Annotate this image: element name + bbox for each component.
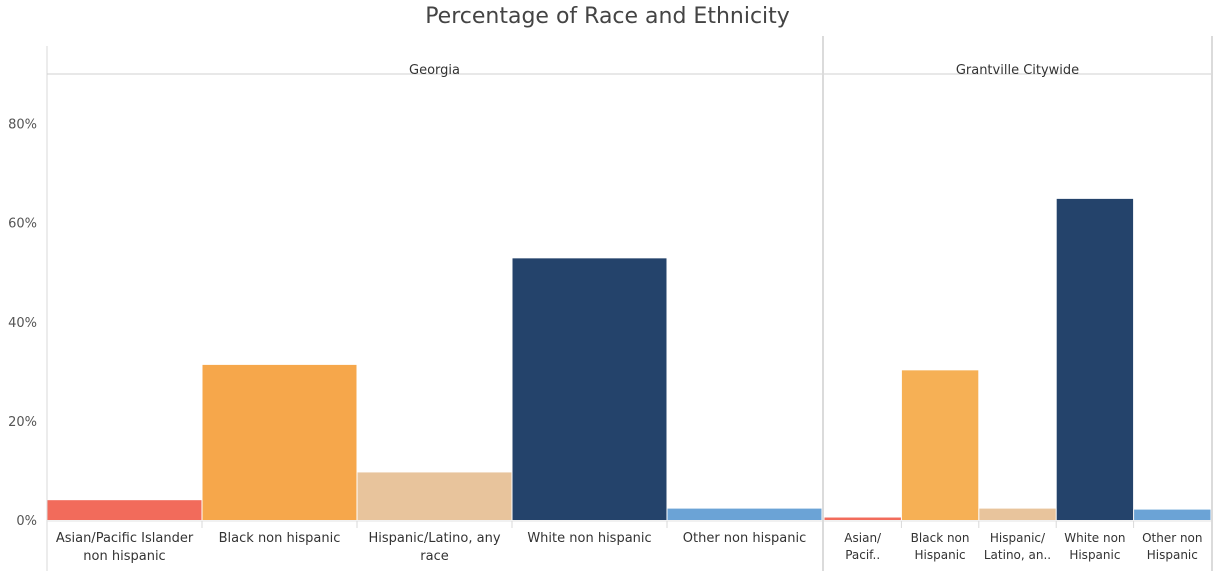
y-tick-label: 0% [16,514,37,529]
x-category-label: Hispanic [1147,548,1198,562]
panel-label: Georgia [409,63,460,78]
bar[interactable] [202,364,357,520]
panel-label: Grantville Citywide [956,63,1079,78]
x-category-label: Other non hispanic [683,531,806,546]
panel-1: Grantville Citywide Asian/Pacif.. Black no… [824,36,1213,571]
y-tick-label: 60% [8,217,37,232]
bar[interactable] [512,258,667,520]
panel-layer: Georgia Asian/Pacific Islander non hispani… [47,36,1213,571]
x-category-label: Pacif.. [845,548,880,562]
bar[interactable] [47,500,202,520]
x-category-label: White non hispanic [527,531,651,546]
y-tick-label: 40% [8,316,37,331]
chart-title: Percentage of Race and Ethnicity [425,4,790,29]
x-category-label: White non [1064,531,1125,545]
x-category-label: race [420,549,448,564]
x-category-label: Hispanic [1069,548,1120,562]
bar[interactable] [824,517,901,520]
x-category-label: Hispanic [915,548,966,562]
y-tick-label: 20% [8,415,37,430]
bar[interactable] [979,508,1056,520]
panel-0: Georgia Asian/Pacific Islander non hispani… [47,36,824,571]
x-category-label: non hispanic [83,549,165,564]
x-category-label: Black non [911,531,970,545]
bar[interactable] [357,472,512,520]
bar[interactable] [901,370,979,520]
bar[interactable] [667,508,822,520]
x-category-label: Asian/ [844,531,882,545]
bar[interactable] [1134,509,1211,520]
bar[interactable] [1056,198,1134,520]
x-category-label: Latino, an.. [984,548,1051,562]
x-category-label: Hispanic/ [990,531,1046,545]
y-tick-label: 80% [8,118,37,133]
axis-layer: 0% 20% 40% 60% 80% [8,46,48,571]
x-category-label: Other non [1142,531,1202,545]
x-category-label: Hispanic/Latino, any [368,531,500,546]
x-category-label: Asian/Pacific Islander [56,531,194,546]
x-category-label: Black non hispanic [219,531,341,546]
